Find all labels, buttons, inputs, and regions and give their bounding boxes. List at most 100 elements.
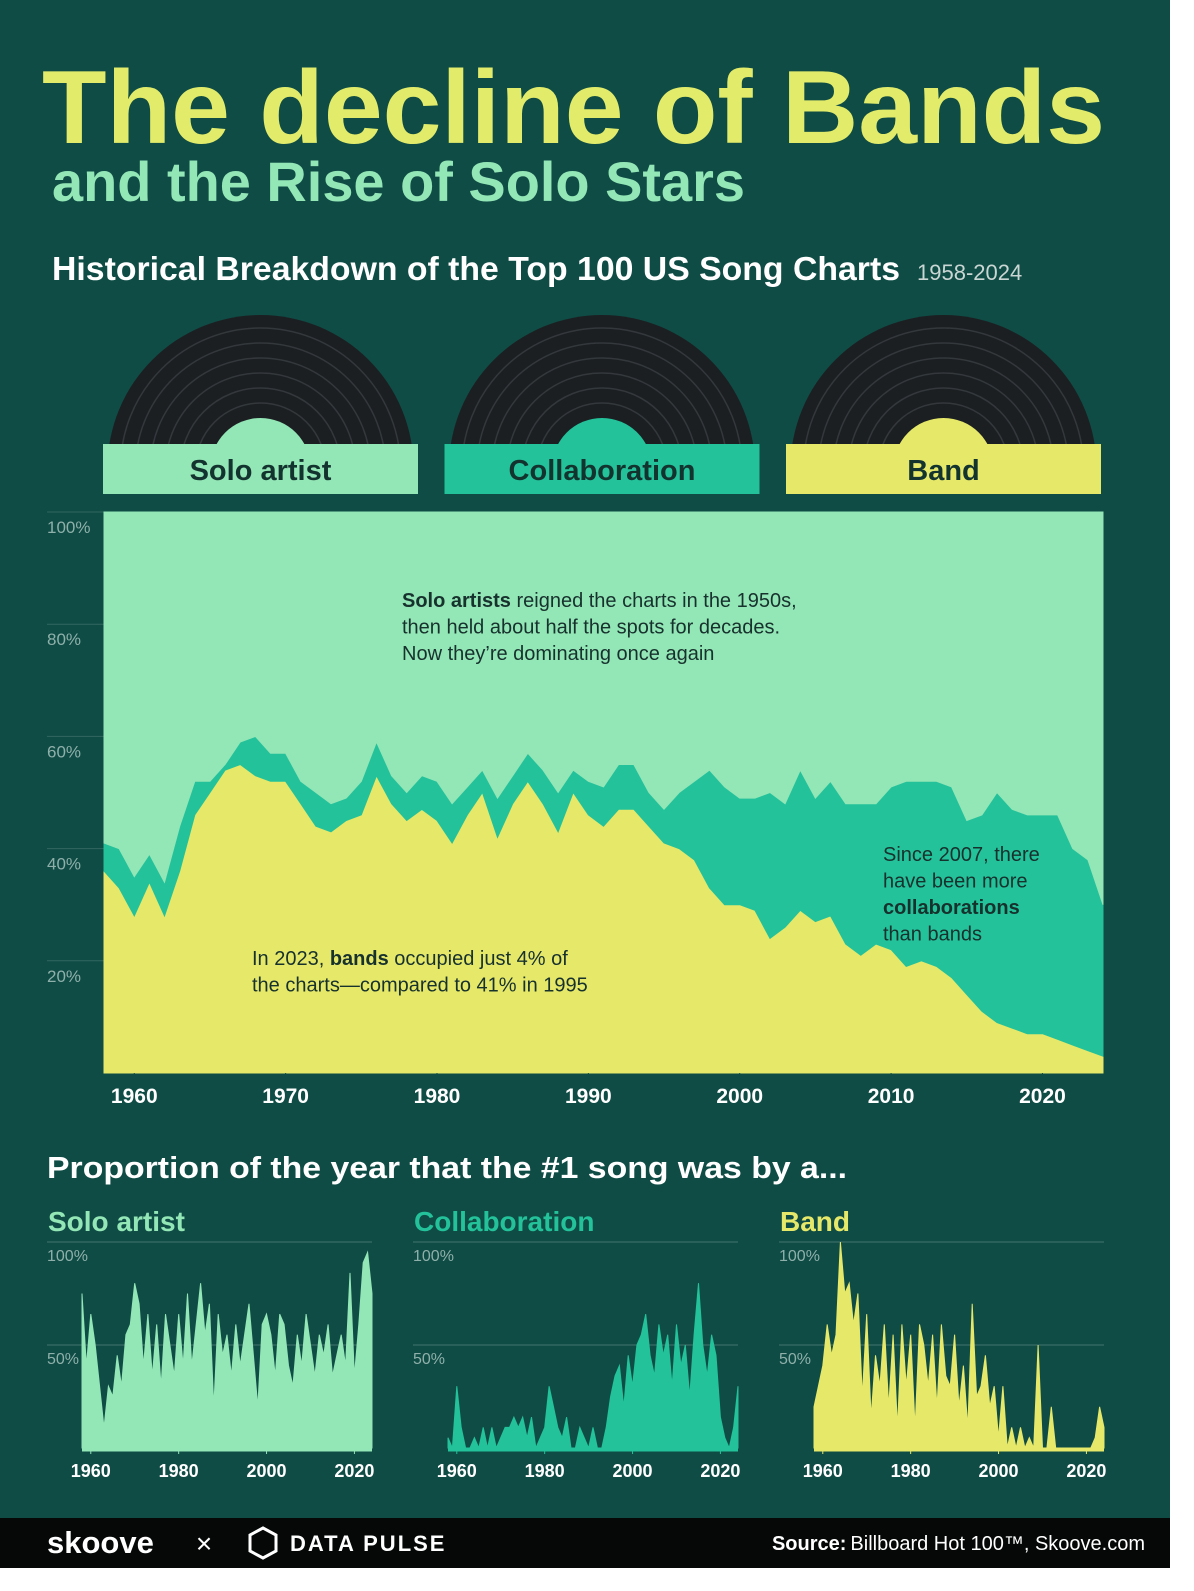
y-tick-label: 40% (47, 855, 81, 874)
vinyl-label (898, 418, 989, 446)
vinyl-groove (463, 327, 741, 446)
y-tick-label: 100% (47, 1248, 88, 1265)
y-tick-label: 60% (47, 742, 81, 761)
annotation-line: have been more (883, 871, 1028, 893)
panel-title: Solo artist (48, 1206, 185, 1237)
vinyl-groove (524, 387, 680, 446)
vinyl-groove (198, 402, 323, 446)
x-tick-label: 1990 (565, 1085, 612, 1108)
vinyl-groove (540, 402, 664, 446)
annotation-line: collaborations (883, 897, 1020, 919)
y-tick-label: 80% (47, 630, 81, 649)
vinyl-groove (182, 387, 339, 446)
x-tick-label: 2020 (1019, 1085, 1066, 1108)
legend-box (786, 444, 1101, 494)
vinyl-groove (493, 357, 711, 446)
area (447, 1283, 739, 1450)
heading: Historical Breakdown of the Top 100 US S… (52, 250, 900, 287)
source: Source: Billboard Hot 100™, Skoove.com (772, 1533, 1145, 1555)
vinyl-groove (121, 327, 400, 446)
legend-item (109, 315, 412, 446)
source-label: Source: (772, 1533, 846, 1555)
x-tick-label: 1960 (437, 1461, 477, 1481)
annotation-text: than bands (883, 924, 982, 946)
vinyl-groove (819, 342, 1068, 446)
annotation-text: then held about half the spots for decad… (402, 617, 780, 639)
partner-icon (248, 1526, 278, 1560)
footer: skoove × DATA PULSE Source: Billboard Hot… (47, 1525, 1145, 1560)
annotation-text: have been more (883, 871, 1028, 893)
y-tick-label: 50% (779, 1351, 811, 1368)
annotation-line: then held about half the spots for decad… (402, 617, 780, 639)
vinyl-record (109, 315, 412, 446)
legend-label: Band (907, 455, 980, 487)
annotation-line: In 2023, bands occupied just 4% of (252, 948, 568, 970)
x-tick-label: 1960 (71, 1461, 111, 1481)
x-tick-label: 2000 (247, 1461, 287, 1481)
vinyl-groove (508, 372, 696, 446)
title: The decline of Bands (42, 50, 1105, 166)
annotation-line: Since 2007, there (883, 844, 1040, 866)
annotation-line: Now they’re dominating once again (402, 643, 714, 665)
x-tick-label: 1980 (525, 1461, 565, 1481)
x-tick-label: 1980 (414, 1085, 461, 1108)
panel-title: Collaboration (414, 1206, 594, 1237)
area (81, 1250, 373, 1449)
vinyl-groove (804, 327, 1083, 446)
annotation-text: Since 2007, there (883, 844, 1040, 866)
annotation-line: than bands (883, 924, 982, 946)
section-title: Proportion of the year that the #1 song … (47, 1150, 847, 1185)
vinyl-record (792, 315, 1095, 446)
y-tick-label: 100% (47, 518, 90, 537)
x-tick-label: 2000 (716, 1085, 763, 1108)
legend-label: Collaboration (509, 455, 696, 487)
annotation-text: occupied just 4% of (389, 948, 568, 970)
legend-box (103, 444, 418, 494)
period: 1958-2024 (917, 260, 1022, 285)
x-tick-label: 2020 (1066, 1461, 1106, 1481)
annotation-line: the charts—compared to 41% in 1995 (252, 975, 588, 997)
y-tick-label: 50% (413, 1351, 445, 1368)
vinyl-groove (881, 402, 1006, 446)
x-tick-label: 2000 (979, 1461, 1019, 1481)
vinyl-groove (865, 387, 1022, 446)
vinyl-label (557, 418, 647, 446)
annotation-text: In 2023, (252, 948, 330, 970)
source-text: Billboard Hot 100™, Skoove.com (850, 1533, 1145, 1555)
x-tick-label: 1960 (803, 1461, 843, 1481)
vinyl-groove (834, 357, 1053, 446)
vinyl-groove (151, 357, 370, 446)
brand: skoove (47, 1525, 154, 1560)
x-tick-label: 2020 (700, 1461, 740, 1481)
x-tick-label: 2020 (334, 1461, 374, 1481)
annotation-line: Solo artists reigned the charts in the 1… (402, 590, 797, 612)
annotation-text: Solo artists (402, 590, 511, 612)
legend-item (792, 315, 1095, 446)
annotation-text: Now they’re dominating once again (402, 643, 714, 665)
x-tick-label: 1980 (891, 1461, 931, 1481)
subtitle: and the Rise of Solo Stars (52, 150, 745, 213)
legend-item (450, 315, 754, 446)
y-tick-label: 100% (779, 1248, 820, 1265)
vinyl-groove (167, 372, 354, 446)
vinyl-groove (850, 372, 1037, 446)
annotation-text: collaborations (883, 897, 1020, 919)
legend-label: Solo artist (190, 455, 332, 487)
x-tick-label: 2010 (868, 1085, 915, 1108)
x-tick-label: 1960 (111, 1085, 158, 1108)
annotation-text: reigned the charts in the 1950s, (511, 590, 797, 612)
vinyl-groove (136, 342, 385, 446)
legend-box (444, 444, 760, 494)
x-tick-label: 2000 (613, 1461, 653, 1481)
vinyl-record (450, 315, 754, 446)
footer-bar (0, 1518, 1170, 1568)
area (813, 1241, 1105, 1450)
annotation-text: bands (330, 948, 389, 970)
y-tick-label: 100% (413, 1248, 454, 1265)
vinyl-label (215, 418, 306, 446)
panel-title: Band (780, 1206, 850, 1237)
x-tick-label: 1970 (262, 1085, 309, 1108)
y-tick-label: 50% (47, 1351, 79, 1368)
partner: DATA PULSE (290, 1531, 446, 1556)
